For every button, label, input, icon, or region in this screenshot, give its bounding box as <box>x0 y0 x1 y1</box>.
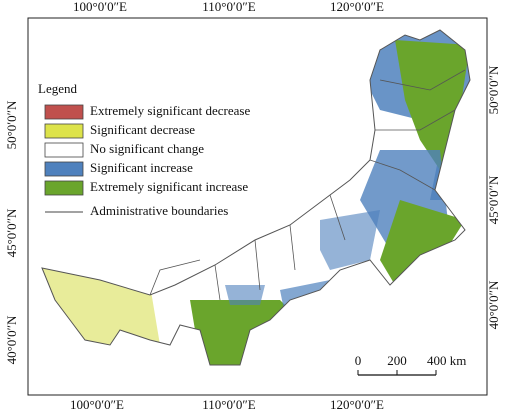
legend-label: No significant change <box>90 141 204 156</box>
legend-label: Significant decrease <box>90 122 195 137</box>
latitude-label: 40°0′0″N <box>486 280 501 329</box>
legend-title: Legend <box>38 81 77 96</box>
scale-label: 0 <box>355 353 362 368</box>
scale-label: 200 <box>387 353 407 368</box>
latitude-label: 50°0′0″N <box>486 65 501 114</box>
scale-label: 400 km <box>427 353 466 368</box>
latitude-label: 40°0′0″N <box>4 315 19 364</box>
legend: Extremely significant decrease Significan… <box>44 103 250 218</box>
longitude-label: 110°0′0″E <box>202 0 255 14</box>
legend-swatch <box>44 142 84 158</box>
longitude-label: 120°0′0″E <box>330 0 384 14</box>
legend-swatch <box>44 180 84 196</box>
longitude-label: 120°0′0″E <box>330 397 384 412</box>
legend-swatch <box>44 161 84 177</box>
latitude-label: 45°0′0″N <box>486 175 501 224</box>
legend-label: Extremely significant decrease <box>90 103 250 118</box>
legend-label: Significant increase <box>90 160 193 175</box>
longitude-label: 100°0′0″E <box>70 397 124 412</box>
legend-swatch <box>44 123 84 139</box>
latitude-label: 45°0′0″N <box>4 208 19 257</box>
legend-label: Administrative boundaries <box>90 203 228 218</box>
legend-swatch <box>44 104 84 120</box>
scale-bar: 0 200 400 km <box>355 353 466 376</box>
longitude-label: 110°0′0″E <box>202 397 255 412</box>
latitude-label: 50°0′0″N <box>4 100 19 149</box>
legend-label: Extremely significant increase <box>90 179 248 194</box>
graticule: 100°0′0″E 110°0′0″E 120°0′0″E 100°0′0″E 110°… <box>4 0 501 412</box>
longitude-label: 100°0′0″E <box>73 0 127 14</box>
